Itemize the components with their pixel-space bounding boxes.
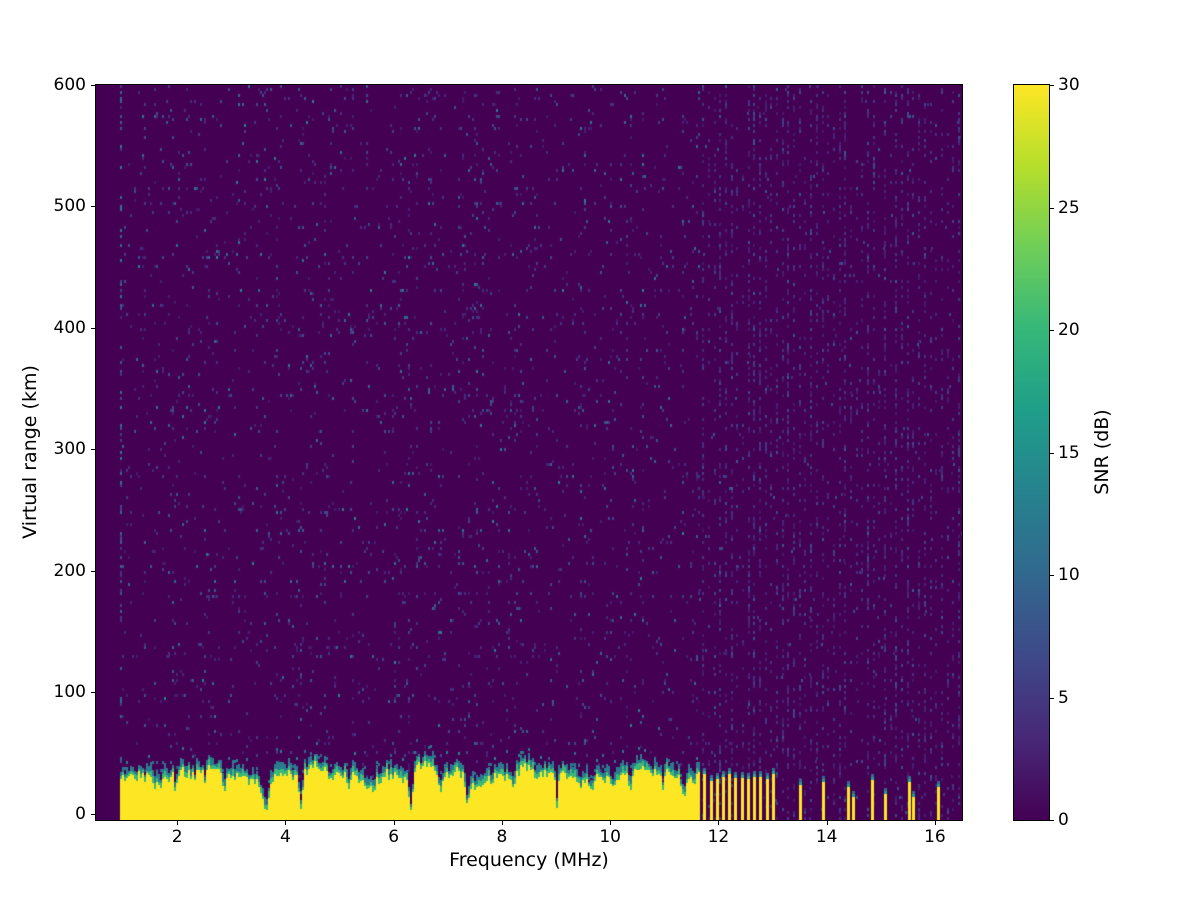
y-tick-label: 500 xyxy=(53,196,86,217)
x-tick-label: 14 xyxy=(815,827,838,847)
x-tick-label: 12 xyxy=(707,827,730,847)
x-axis-label: Frequency (MHz) xyxy=(449,849,609,871)
y-tick-label: 400 xyxy=(53,317,86,338)
x-tick-mark xyxy=(826,821,828,825)
colorbar-tick-mark xyxy=(1050,575,1054,576)
colorbar-gradient xyxy=(1013,84,1050,821)
colorbar-tick-label: 20 xyxy=(1058,320,1080,340)
x-tick-mark xyxy=(501,821,503,825)
y-tick-mark xyxy=(91,813,95,815)
x-tick-label: 2 xyxy=(171,827,183,847)
y-tick-mark xyxy=(91,692,95,694)
x-tick-mark xyxy=(934,821,936,825)
y-tick-label: 600 xyxy=(53,75,86,95)
ionogram-heatmap-canvas xyxy=(96,85,962,820)
colorbar-tick-mark xyxy=(1050,207,1054,209)
y-tick-mark xyxy=(91,206,95,208)
heatmap-plot-area xyxy=(95,84,963,821)
x-tick-label: 4 xyxy=(280,827,291,847)
y-tick-mark xyxy=(91,85,95,86)
x-tick-label: 10 xyxy=(599,827,622,847)
colorbar-tick-label: 10 xyxy=(1058,565,1080,585)
colorbar-tick-label: 5 xyxy=(1058,687,1069,708)
colorbar-tick-label: 30 xyxy=(1058,75,1080,95)
x-tick-mark xyxy=(177,821,179,825)
x-tick-label: 8 xyxy=(496,827,508,847)
colorbar-tick-label: 0 xyxy=(1058,810,1069,830)
colorbar-label: SNR (dB) xyxy=(1091,409,1113,495)
colorbar-tick-mark xyxy=(1050,330,1054,331)
colorbar-tick-mark xyxy=(1050,820,1054,821)
y-tick-mark xyxy=(91,327,95,329)
x-tick-label: 6 xyxy=(388,827,400,847)
x-tick-label: 16 xyxy=(924,827,946,847)
colorbar-tick-mark xyxy=(1050,697,1054,699)
colorbar-tick-label: 25 xyxy=(1058,197,1080,218)
y-tick-mark xyxy=(91,570,95,572)
x-tick-mark xyxy=(393,821,395,825)
y-axis-label: Virtual range (km) xyxy=(19,365,41,539)
x-tick-mark xyxy=(718,821,720,825)
colorbar-tick-label: 15 xyxy=(1058,442,1080,463)
y-tick-label: 100 xyxy=(53,682,86,703)
x-tick-mark xyxy=(610,821,612,825)
colorbar-tick-mark xyxy=(1050,452,1054,454)
y-tick-label: 0 xyxy=(75,803,86,824)
x-tick-mark xyxy=(285,821,287,825)
y-tick-label: 200 xyxy=(53,560,86,581)
y-tick-mark xyxy=(91,449,95,451)
colorbar-tick-mark xyxy=(1050,85,1054,86)
